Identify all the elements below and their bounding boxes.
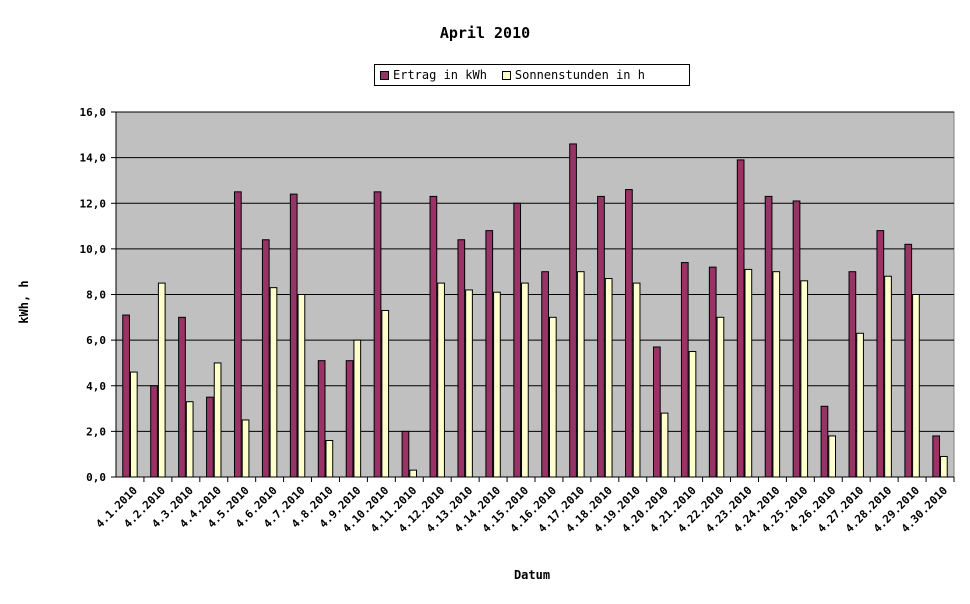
bar-ertrag — [652, 346, 661, 478]
bar-sonnenstunden — [493, 291, 501, 478]
bar-ertrag — [150, 385, 158, 478]
bar-ertrag — [206, 396, 214, 478]
bar-ertrag — [792, 200, 801, 478]
bar-ertrag — [233, 191, 242, 478]
bar-ertrag — [569, 143, 577, 478]
bar-sonnenstunden — [325, 440, 334, 478]
bar-sonnenstunden — [604, 278, 613, 478]
bar-sonnenstunden — [660, 412, 669, 478]
bar-sonnenstunden — [576, 271, 585, 478]
y-tick-label: 16,0 — [80, 106, 107, 119]
bar-sonnenstunden — [241, 419, 250, 478]
bar-ertrag — [289, 193, 298, 478]
y-tick-label: 4,0 — [86, 380, 106, 393]
y-tick-label: 8,0 — [86, 289, 106, 302]
bar-sonnenstunden — [716, 316, 725, 478]
bar-sonnenstunden — [828, 435, 837, 478]
bar-sonnenstunden — [353, 339, 362, 478]
bar-ertrag — [680, 262, 689, 478]
bar-sonnenstunden — [548, 316, 557, 478]
bar-ertrag — [485, 230, 494, 478]
legend-swatch-ertrag — [380, 70, 389, 80]
bar-ertrag — [708, 266, 717, 478]
bar-ertrag — [625, 189, 633, 478]
bar-sonnenstunden — [772, 271, 781, 478]
bar-sonnenstunden — [856, 332, 864, 478]
bar-ertrag — [429, 195, 438, 478]
bar-sonnenstunden — [632, 282, 641, 478]
chart-title: April 2010 — [439, 24, 531, 42]
bar-sonnenstunden — [744, 268, 753, 478]
y-tick-label: 0,0 — [86, 471, 106, 484]
y-tick-label: 12,0 — [80, 197, 107, 210]
bar-sonnenstunden — [157, 282, 166, 478]
bar-ertrag — [904, 243, 913, 478]
bar-ertrag — [401, 430, 410, 478]
bar-sonnenstunden — [409, 469, 418, 478]
bar-ertrag — [513, 202, 522, 478]
bar-sonnenstunden — [213, 362, 222, 478]
y-tick-label: 2,0 — [86, 425, 106, 438]
bar-sonnenstunden — [688, 351, 697, 478]
bar-ertrag — [261, 239, 270, 478]
legend-item-sonnenstunden: Sonnenstunden in h — [501, 68, 645, 82]
bar-ertrag — [820, 405, 829, 478]
legend-swatch-sonnenstunden — [501, 70, 511, 80]
bar-ertrag — [345, 360, 354, 478]
bar-ertrag — [317, 360, 326, 478]
bar-ertrag — [764, 195, 773, 478]
legend-label-ertrag: Ertrag in kWh — [393, 68, 487, 82]
legend-label-sonnenstunden: Sonnenstunden in h — [514, 68, 645, 82]
bar-sonnenstunden — [269, 287, 278, 478]
bar-sonnenstunden — [465, 289, 473, 478]
bar-sonnenstunden — [297, 294, 306, 478]
bar-sonnenstunden — [185, 401, 194, 478]
bar-sonnenstunden — [800, 280, 809, 478]
bar-ertrag — [457, 239, 466, 478]
bar-sonnenstunden — [940, 455, 948, 478]
bar-ertrag — [932, 435, 941, 478]
y-tick-label: 10,0 — [80, 243, 107, 256]
bar-sonnenstunden — [381, 309, 390, 478]
bar-sonnenstunden — [884, 275, 892, 478]
bar-ertrag — [541, 271, 549, 478]
legend: Ertrag in kWh Sonnenstunden in h — [374, 64, 690, 86]
bar-sonnenstunden — [437, 282, 445, 478]
bar-sonnenstunden — [521, 282, 529, 478]
bar-ertrag — [848, 271, 857, 478]
legend-item-ertrag: Ertrag in kWh — [380, 68, 487, 82]
x-axis-label: Datum — [513, 568, 551, 582]
bar-sonnenstunden — [912, 294, 920, 478]
bar-sonnenstunden — [129, 371, 138, 478]
y-tick-label: 6,0 — [86, 334, 106, 347]
bar-ertrag — [373, 191, 382, 478]
bar-ertrag — [736, 159, 745, 478]
y-tick-label: 14,0 — [80, 152, 107, 165]
bar-ertrag — [122, 314, 130, 478]
bar-ertrag — [597, 195, 605, 478]
bar-ertrag — [876, 230, 885, 478]
bar-ertrag — [178, 316, 186, 478]
